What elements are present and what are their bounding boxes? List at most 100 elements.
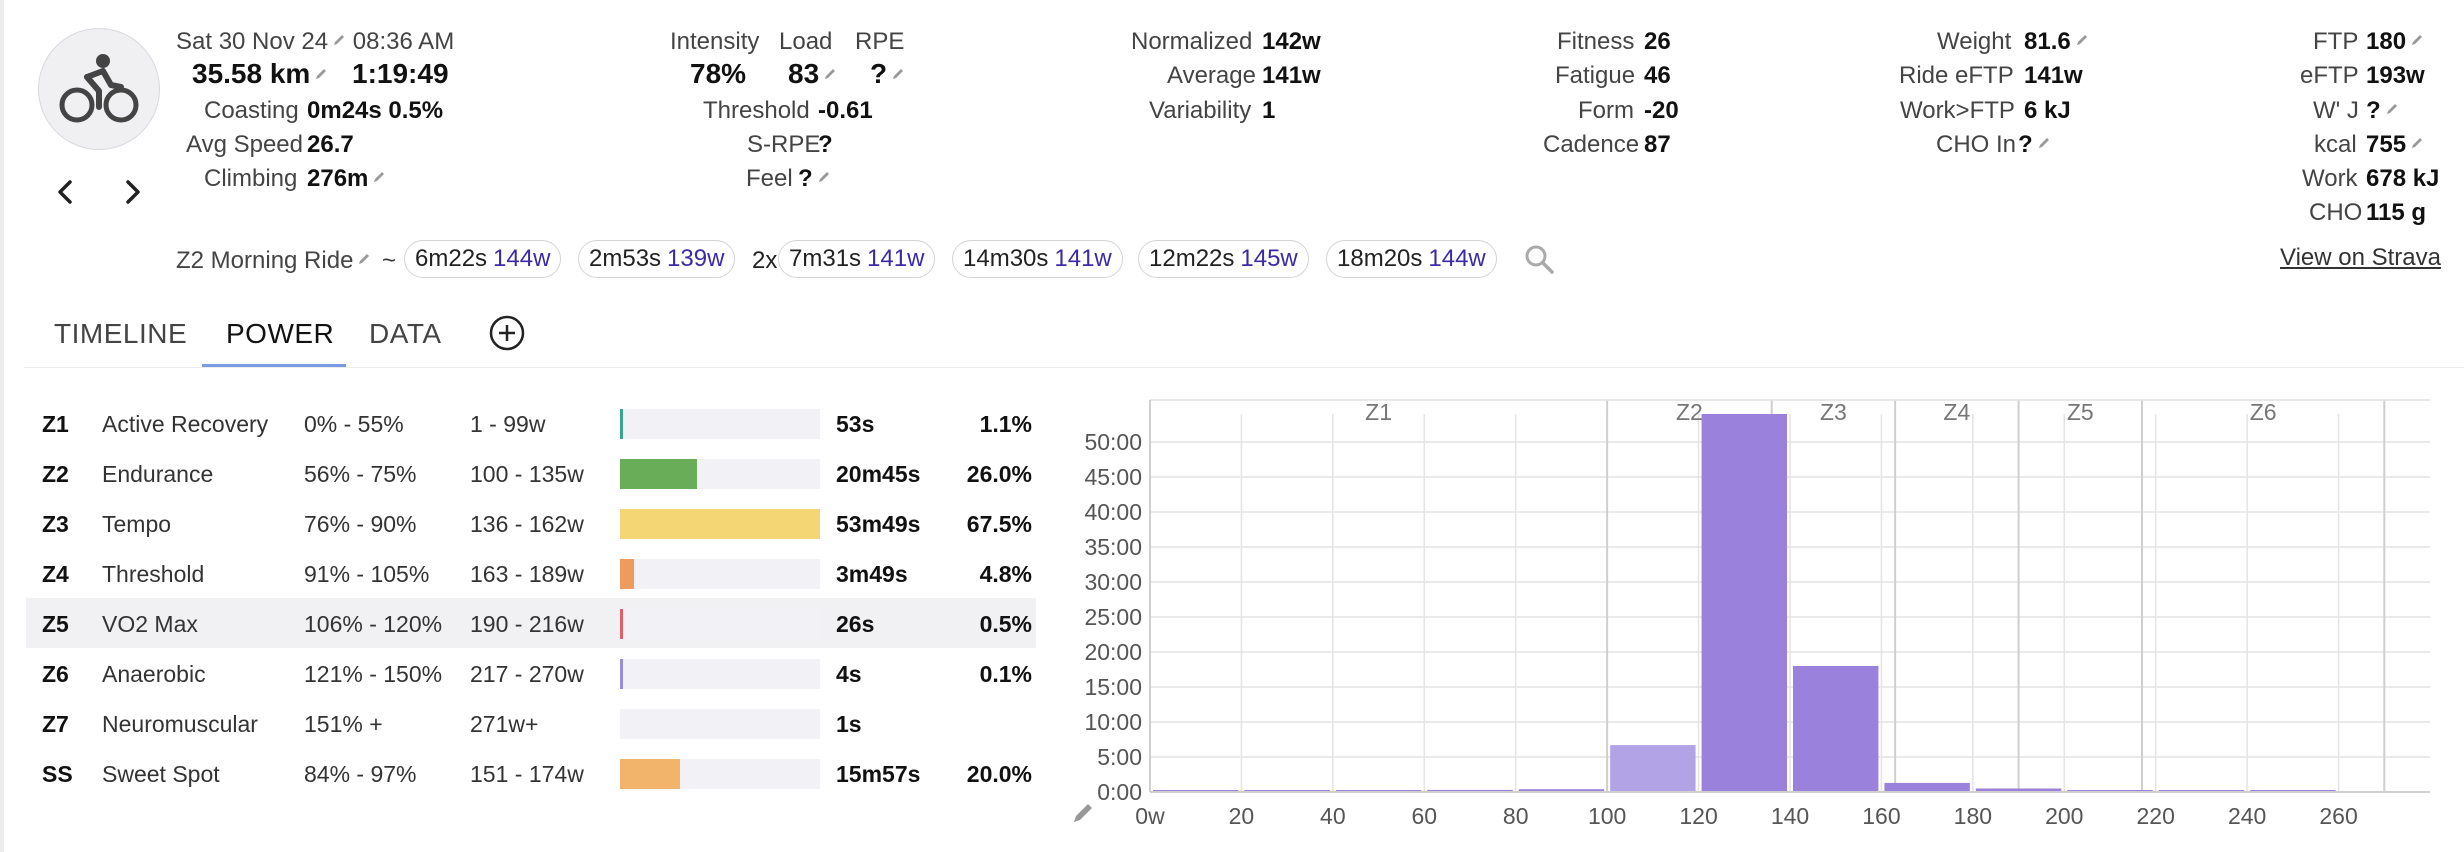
x-tick-label: 120 bbox=[1679, 803, 1717, 829]
zone-name: Tempo bbox=[102, 511, 172, 537]
ftp-label: FTP bbox=[2313, 28, 2359, 55]
weight-text: 81.6 bbox=[2024, 28, 2071, 55]
y-tick-label: 15:00 bbox=[1084, 674, 1142, 700]
repeat-prefix: 2x bbox=[752, 247, 778, 274]
zone-time-bar-fill bbox=[620, 659, 623, 689]
view-on-strava-link[interactable]: View on Strava bbox=[2280, 244, 2441, 271]
zone-time: 20m45s bbox=[836, 461, 921, 487]
previous-activity-button[interactable] bbox=[46, 172, 86, 212]
zone-id: Z4 bbox=[42, 561, 69, 587]
edit-pencil-icon[interactable] bbox=[2410, 33, 2424, 47]
next-activity-button[interactable] bbox=[112, 172, 152, 212]
zone-time-bar-fill bbox=[620, 609, 623, 639]
zone-share: 0.5% bbox=[979, 611, 1032, 637]
zone-time-bar bbox=[620, 409, 820, 439]
variability-value: 1 bbox=[1262, 97, 1276, 124]
edit-pencil-icon[interactable] bbox=[823, 67, 837, 81]
y-tick-label: 5:00 bbox=[1097, 744, 1142, 770]
search-intervals-button[interactable] bbox=[1522, 242, 1556, 276]
zone-band-label: Z4 bbox=[1943, 399, 1970, 425]
ftp-value: 180 bbox=[2366, 28, 2424, 56]
edit-pencil-icon[interactable] bbox=[891, 67, 905, 81]
zone-name: Neuromuscular bbox=[102, 711, 258, 737]
weight-label: Weight bbox=[1937, 28, 2012, 55]
edit-pencil-icon[interactable] bbox=[332, 33, 346, 47]
edit-pencil-icon[interactable] bbox=[314, 67, 328, 81]
chevron-left-icon bbox=[58, 180, 72, 204]
zone-watts-range: 163 - 189w bbox=[470, 561, 584, 587]
add-tab-button[interactable] bbox=[488, 314, 526, 352]
climbing-text: 276m bbox=[307, 165, 369, 192]
zone-time-bar-fill bbox=[620, 759, 680, 789]
tab-timeline[interactable]: TIMELINE bbox=[54, 318, 188, 349]
load-label: Load bbox=[779, 28, 833, 55]
edit-pencil-icon[interactable] bbox=[372, 170, 386, 184]
interval-chip[interactable]: 18m20s 144w bbox=[1326, 240, 1497, 278]
threshold-label: Threshold bbox=[703, 97, 810, 124]
zone-time-bar-fill bbox=[620, 559, 634, 589]
edit-pencil-icon[interactable] bbox=[2075, 33, 2089, 47]
normalized-value: 142w bbox=[1262, 28, 1321, 55]
interval-chip[interactable]: 7m31s 141w bbox=[778, 240, 936, 278]
zone-watts-range: 136 - 162w bbox=[470, 511, 584, 537]
chip-watts: 145w bbox=[1240, 245, 1298, 272]
interval-chip[interactable]: 6m22s 144w bbox=[404, 240, 562, 278]
edit-pencil-icon[interactable] bbox=[2410, 136, 2424, 150]
x-tick-label: 60 bbox=[1411, 803, 1437, 829]
tabs-divider bbox=[24, 367, 2464, 368]
y-tick-label: 20:00 bbox=[1084, 639, 1142, 665]
x-tick-label: 20 bbox=[1229, 803, 1255, 829]
tab-power[interactable]: POWER bbox=[226, 318, 335, 349]
interval-chip[interactable]: 14m30s 141w bbox=[952, 240, 1123, 278]
edit-pencil-icon[interactable] bbox=[2385, 102, 2399, 116]
work-label: Work bbox=[2302, 165, 2358, 192]
x-tick-label: 240 bbox=[2228, 803, 2266, 829]
chip-time: 2m53s bbox=[589, 245, 662, 272]
edit-pencil-icon[interactable] bbox=[817, 170, 831, 184]
zone-watts-range: 217 - 270w bbox=[470, 661, 584, 687]
y-tick-label: 0:00 bbox=[1097, 779, 1142, 805]
chip-time: 14m30s bbox=[963, 245, 1049, 272]
work-ftp-value: 6 kJ bbox=[2024, 97, 2071, 124]
zone-name: Endurance bbox=[102, 461, 214, 487]
zone-share: 26.0% bbox=[966, 461, 1032, 487]
zone-name: Active Recovery bbox=[102, 411, 269, 437]
edit-pencil-icon[interactable] bbox=[2037, 136, 2051, 150]
chip-watts: 141w bbox=[867, 245, 925, 272]
climbing-value: 276m bbox=[307, 165, 386, 193]
histogram-bar bbox=[1427, 789, 1513, 792]
zone-share: 67.5% bbox=[966, 511, 1032, 537]
cadence-value: 87 bbox=[1644, 131, 1671, 158]
bike-icon bbox=[59, 54, 139, 123]
activity-type-avatar bbox=[38, 28, 160, 150]
zone-name: VO2 Max bbox=[102, 611, 198, 637]
chip-time: 12m22s bbox=[1149, 245, 1235, 272]
zone-time-bar-fill bbox=[620, 409, 623, 439]
interval-chip[interactable]: 2m53s 139w bbox=[578, 240, 736, 278]
x-tick-label: 180 bbox=[1954, 803, 1992, 829]
average-label: Average bbox=[1167, 62, 1256, 89]
zone-watts-range: 100 - 135w bbox=[470, 461, 584, 487]
zone-id: Z1 bbox=[42, 411, 69, 437]
interval-chip[interactable]: 12m22s 145w bbox=[1138, 240, 1309, 278]
zone-row-z5: Z5 VO2 Max 106% - 120% 190 - 216w 26s 0.5% bbox=[26, 598, 1036, 648]
normalized-label: Normalized bbox=[1131, 28, 1253, 55]
ride-name[interactable]: Z2 Morning Ride bbox=[176, 247, 371, 275]
fatigue-value: 46 bbox=[1644, 62, 1671, 89]
wprime-label: W' J bbox=[2313, 97, 2359, 124]
histogram-bar bbox=[1701, 414, 1787, 792]
work-value: 678 kJ bbox=[2366, 165, 2440, 192]
zone-percent-range: 56% - 75% bbox=[304, 461, 417, 487]
tab-data[interactable]: DATA bbox=[369, 318, 442, 349]
distance-text: 35.58 km bbox=[192, 58, 311, 89]
zone-time-bar-fill bbox=[620, 459, 697, 489]
edit-pencil-icon[interactable] bbox=[357, 252, 371, 266]
zone-band-label: Z5 bbox=[2067, 399, 2094, 425]
zone-time: 3m49s bbox=[836, 561, 908, 587]
zone-watts-range: 151 - 174w bbox=[470, 761, 584, 787]
x-tick-label: 40 bbox=[1320, 803, 1346, 829]
zone-percent-range: 121% - 150% bbox=[304, 661, 443, 687]
zone-name: Sweet Spot bbox=[102, 761, 220, 787]
zone-id: Z2 bbox=[42, 461, 69, 487]
work-ftp-label: Work>FTP bbox=[1900, 97, 2015, 124]
